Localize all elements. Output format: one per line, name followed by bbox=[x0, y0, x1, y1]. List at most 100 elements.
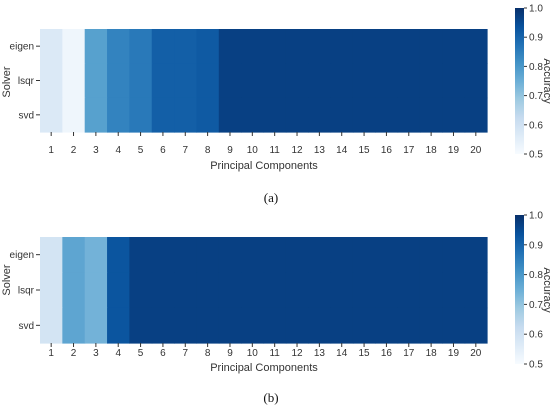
heatmap-cell bbox=[129, 307, 153, 344]
heatmap-cell bbox=[352, 237, 376, 273]
heatmap-cell bbox=[330, 237, 354, 273]
heatmap-cell bbox=[375, 237, 399, 273]
colorbar-label-b: Accuracy bbox=[541, 267, 550, 313]
x-tick-label: 20 bbox=[470, 145, 482, 156]
x-tick-label: 8 bbox=[205, 145, 211, 156]
heatmap-cell bbox=[285, 29, 309, 64]
heatmap-cell bbox=[375, 97, 399, 133]
x-tick-label: 20 bbox=[470, 348, 482, 359]
x-tick-label: 8 bbox=[205, 348, 211, 359]
x-tick-label: 1 bbox=[48, 145, 54, 156]
x-tick-label: 10 bbox=[247, 348, 259, 359]
y-tick-label: lsqr bbox=[18, 286, 35, 297]
x-tick-label: 5 bbox=[138, 348, 144, 359]
heatmap-cell bbox=[442, 29, 466, 64]
heatmap-cell bbox=[263, 272, 287, 309]
x-tick-label: 12 bbox=[291, 348, 303, 359]
y-tick-label: eigen bbox=[10, 250, 34, 261]
colorbar-tick-label: 0.5 bbox=[529, 360, 543, 371]
x-tick-label: 7 bbox=[182, 348, 188, 359]
x-tick-label: 10 bbox=[247, 145, 259, 156]
colorbar-ticks-b: 0.5 0.6 0.7 0.8 0.9 1.0 bbox=[524, 211, 543, 371]
heatmap-cell bbox=[107, 307, 130, 344]
heatmap-cell bbox=[151, 272, 175, 309]
heatmap-cell bbox=[218, 29, 242, 64]
heatmap-cell bbox=[40, 63, 63, 99]
heatmap-cell bbox=[375, 63, 399, 99]
y-tick-label: lsqr bbox=[18, 76, 35, 87]
y-tick-label: svd bbox=[18, 110, 34, 121]
heatmap-cell bbox=[464, 307, 488, 344]
x-tick-label: 1 bbox=[48, 348, 54, 359]
heatmap-cell bbox=[241, 272, 265, 309]
heatmap-cell bbox=[174, 97, 198, 133]
heatmap-cell bbox=[330, 63, 354, 99]
heatmap-cell bbox=[196, 237, 220, 273]
heatmap-cell bbox=[419, 63, 443, 99]
y-tick-labels-b: eigen lsqr svd bbox=[10, 250, 40, 332]
heatmap-cell bbox=[151, 307, 175, 344]
heatmap-cell bbox=[107, 29, 130, 64]
x-tick-label: 18 bbox=[426, 348, 438, 359]
heatmap-cell bbox=[196, 272, 220, 309]
x-tick-label: 9 bbox=[227, 145, 233, 156]
heatmap-cell bbox=[40, 29, 63, 64]
heatmap-cell bbox=[308, 63, 332, 99]
heatmap-cell bbox=[442, 63, 466, 99]
heatmap-cell bbox=[129, 97, 153, 133]
heatmap-cell bbox=[285, 63, 309, 99]
heatmap-cell bbox=[330, 307, 354, 344]
heatmap-cell bbox=[241, 29, 265, 64]
x-tick-label: 3 bbox=[93, 348, 99, 359]
heatmap-cell bbox=[419, 29, 443, 64]
x-tick-label: 11 bbox=[269, 348, 280, 359]
x-tick-label: 13 bbox=[314, 145, 326, 156]
heatmap-cell bbox=[352, 272, 376, 309]
x-tick-label: 19 bbox=[448, 145, 460, 156]
y-axis-label-b: Solver bbox=[1, 264, 13, 296]
heatmap-cell bbox=[464, 29, 488, 64]
heatmap-cell bbox=[62, 307, 86, 344]
heatmap-cells-b bbox=[40, 237, 488, 344]
heatmap-cell bbox=[330, 29, 354, 64]
heatmap-cell bbox=[375, 29, 399, 64]
heatmap-cell bbox=[308, 272, 332, 309]
heatmap-cell bbox=[419, 97, 443, 133]
colorbar-tick-label: 0.7 bbox=[529, 91, 543, 102]
heatmap-cell bbox=[174, 307, 198, 344]
heatmap-cell bbox=[40, 97, 63, 133]
heatmap-cell bbox=[308, 237, 332, 273]
heatmap-cell bbox=[352, 97, 376, 133]
x-tick-label: 16 bbox=[381, 348, 393, 359]
heatmap-cell bbox=[419, 307, 443, 344]
colorbar-tick-label: 0.9 bbox=[529, 33, 543, 44]
y-tick-labels-a: eigen lsqr svd bbox=[10, 42, 40, 121]
x-tick-label: 17 bbox=[403, 348, 415, 359]
heatmap-cell bbox=[107, 63, 130, 99]
x-tick-label: 5 bbox=[138, 145, 144, 156]
heatmap-cell bbox=[107, 272, 130, 309]
heatmap-cell bbox=[263, 237, 287, 273]
heatmap-cells-a bbox=[40, 29, 488, 133]
heatmap-cell bbox=[308, 29, 332, 64]
colorbar-tick-label: 1.0 bbox=[529, 211, 543, 222]
x-tick-labels-b: 1 2 3 4 5 6 7 8 9 10 11 12 13 14 15 16 17 18 19 20 bbox=[48, 343, 482, 359]
y-tick-label: svd bbox=[18, 321, 34, 332]
colorbar-tick-label: 0.8 bbox=[529, 62, 543, 73]
colorbar-tick-label: 0.6 bbox=[529, 330, 543, 341]
x-tick-label: 7 bbox=[182, 145, 188, 156]
heatmap-cell bbox=[62, 97, 86, 133]
x-tick-label: 12 bbox=[291, 145, 303, 156]
heatmap-cell bbox=[62, 63, 86, 99]
x-tick-label: 3 bbox=[93, 145, 99, 156]
x-tick-label: 14 bbox=[336, 348, 348, 359]
heatmap-cell bbox=[464, 237, 488, 273]
colorbar-tick-label: 1.0 bbox=[529, 4, 543, 15]
heatmap-cell bbox=[263, 307, 287, 344]
heatmap-cell bbox=[151, 63, 175, 99]
heatmap-cell bbox=[263, 63, 287, 99]
panel-caption-b: (b) bbox=[263, 390, 278, 405]
